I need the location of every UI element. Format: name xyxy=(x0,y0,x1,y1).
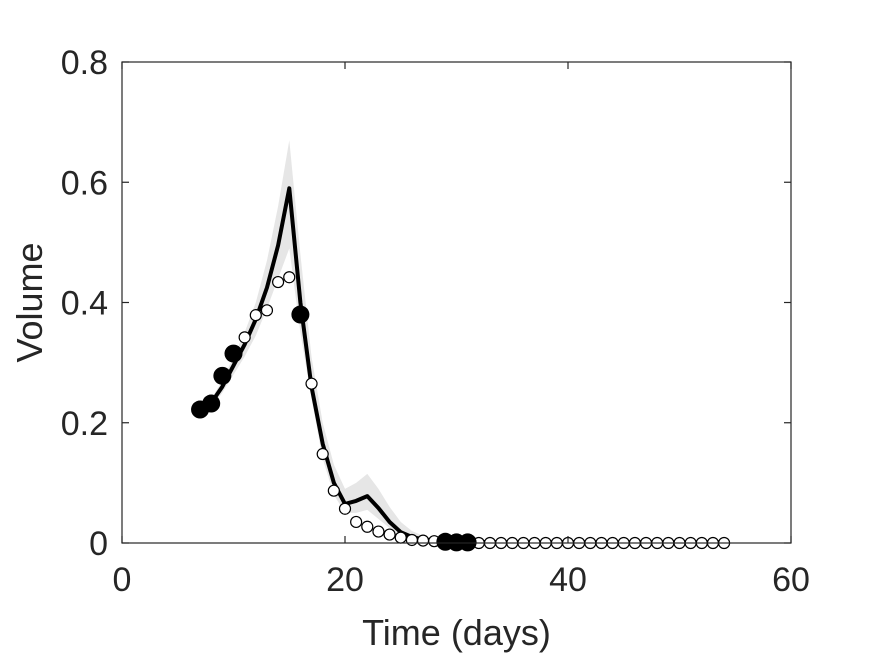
y-tick-label: 0 xyxy=(89,525,108,563)
tick-marks xyxy=(121,61,792,544)
predicted-point xyxy=(405,533,418,547)
x-tick-label: 40 xyxy=(549,561,587,599)
y-tick-label: 0.8 xyxy=(61,44,108,82)
fit-line-layer xyxy=(198,186,725,545)
predicted-point xyxy=(350,515,363,529)
observed-point xyxy=(202,394,221,413)
predicted-point xyxy=(316,447,329,461)
observed-points-layer xyxy=(191,305,477,552)
observed-point xyxy=(458,533,477,552)
predicted-point xyxy=(361,520,374,533)
plot-frame xyxy=(121,61,792,544)
x-axis-label: Time (days) xyxy=(362,612,551,653)
predicted-points-layer xyxy=(238,271,731,550)
x-tick-label: 60 xyxy=(772,561,810,599)
fit-line xyxy=(198,186,725,545)
y-tick-label: 0.4 xyxy=(61,285,108,323)
observed-point xyxy=(213,366,232,385)
y-axis-label: Volume xyxy=(9,242,50,362)
predicted-point xyxy=(383,528,396,541)
predicted-point xyxy=(327,484,340,497)
predicted-point xyxy=(305,377,318,390)
x-tick-label: 20 xyxy=(326,561,364,599)
observed-point xyxy=(224,344,243,363)
predicted-point xyxy=(416,534,430,547)
predicted-point xyxy=(249,309,262,322)
confidence-band-layer xyxy=(200,140,725,543)
y-tick-label: 0.6 xyxy=(61,164,108,202)
confidence-band xyxy=(200,140,725,543)
x-tick-label: 0 xyxy=(113,561,132,599)
predicted-point xyxy=(394,531,407,544)
x-tick-labels: 0 20 40 60 xyxy=(113,561,810,599)
predicted-point xyxy=(283,271,296,284)
observed-point xyxy=(291,305,310,324)
predicted-point xyxy=(260,304,274,317)
predicted-point xyxy=(338,502,352,515)
predicted-point xyxy=(372,525,385,538)
predicted-point xyxy=(238,331,251,344)
y-tick-labels: 0 0.2 0.4 0.6 0.8 xyxy=(61,44,108,563)
predicted-point xyxy=(272,275,285,289)
y-tick-label: 0.2 xyxy=(61,405,108,443)
